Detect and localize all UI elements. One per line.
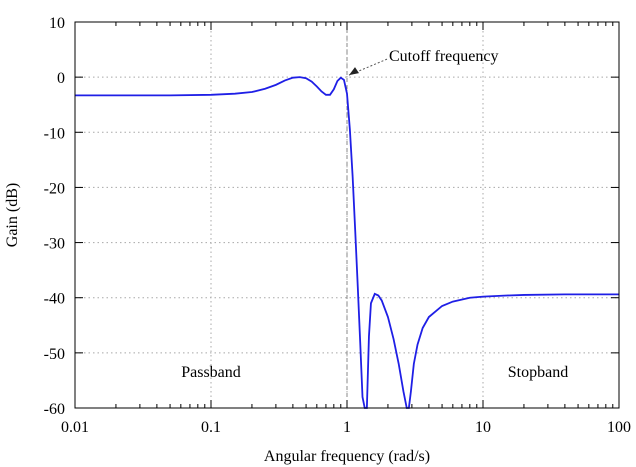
passband-label: Passband [181, 364, 241, 381]
y-tick-label: 10 [49, 15, 65, 32]
y-tick-label: -50 [44, 346, 65, 363]
y-axis-label: Gain (dB) [4, 183, 21, 247]
y-tick-label: -60 [44, 401, 65, 418]
y-tick-label: -40 [44, 291, 65, 308]
y-tick-label: 0 [57, 70, 65, 87]
x-tick-label: 10 [475, 419, 491, 436]
y-tick-label: -10 [44, 125, 65, 142]
stopband-label: Stopband [508, 364, 568, 381]
y-tick-label: -30 [44, 236, 65, 253]
x-tick-label: 0.1 [201, 419, 221, 436]
cutoff-arrow [348, 58, 388, 76]
cutoff-arrowhead [349, 67, 359, 76]
y-tick-label: -20 [44, 180, 65, 197]
axis-ticks [74, 21, 620, 409]
x-tick-label: 0.01 [61, 419, 89, 436]
gain-curve [75, 76, 619, 409]
cutoff-frequency-label: Cutoff frequency [389, 48, 498, 65]
x-tick-label: 100 [607, 419, 631, 436]
x-axis-label: Angular frequency (rad/s) [264, 448, 430, 465]
x-tick-label: 1 [343, 419, 351, 436]
